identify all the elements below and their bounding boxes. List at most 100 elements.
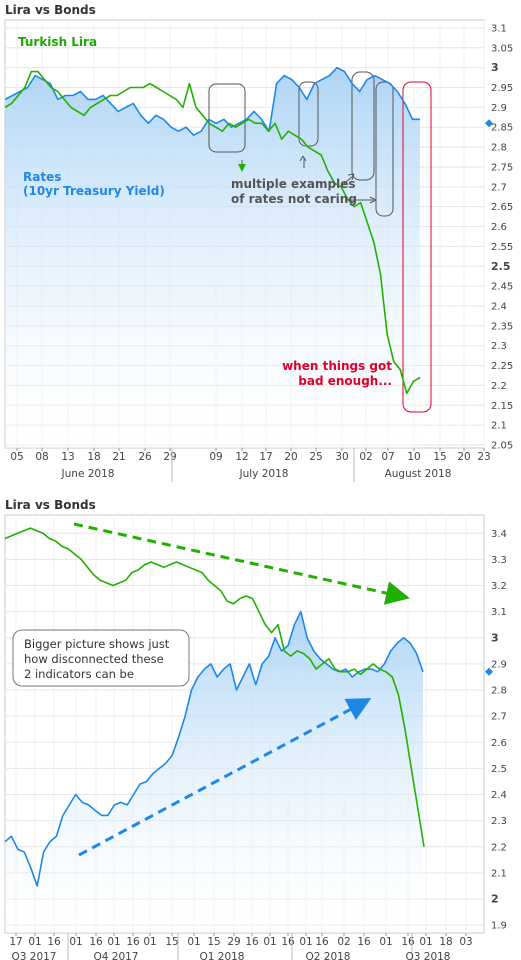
chart-1-rates-area [5,67,420,448]
x-tick-label: 15 [165,936,178,948]
y-tick-label: 2.6 [491,222,507,233]
y-tick-label: 2.2 [491,842,507,853]
x-tick-label: 18 [439,936,452,948]
chart-1-rates-line [4,66,420,136]
chart-2-lira-line [4,527,425,847]
chart-1-current-value-marker [485,119,493,128]
y-tick-label: 2.9 [491,103,507,114]
x-tick-label: 15 [207,936,220,948]
x-tick-label: 01 [379,936,392,948]
chart-2-title: Lira vs Bonds [5,498,96,512]
y-tick-label: 3.1 [491,607,507,618]
x-tick-label: 05 [10,451,23,463]
x-tick-label: 02 [337,936,350,948]
x-tick-label: 30 [335,451,348,463]
chart-2-rates-area [5,611,423,933]
lira-legend-label: Turkish Lira [18,35,97,49]
highlight-box-1 [208,83,246,153]
annotation-bad-enough-line1: when things got [282,359,392,373]
chart-1-x-axis: 05 08 13 18 21 26 29 09 12 17 20 25 30 02 07 10 15 20 23 Ju… [10,448,491,482]
x-group-label: Q3 2017 [11,951,56,960]
x-tick-label: 12 [235,451,248,463]
y-tick-label: 3.1 [491,23,507,34]
x-tick-label: 16 [281,936,295,948]
y-tick-label: 3 [491,61,499,74]
y-tick-label: 2 [491,893,499,906]
chart-1-title: Lira vs Bonds [5,3,96,17]
y-tick-label: 2.05 [491,441,513,452]
y-tick-label: 3.3 [491,555,507,566]
x-group-label: August 2018 [385,468,452,480]
y-tick-label: 2.45 [491,282,513,293]
y-tick-label: 3.05 [491,43,513,54]
x-tick-label: 18 [87,451,100,463]
y-tick-label: 2.8 [491,143,507,154]
y-tick-label: 2.55 [491,242,513,253]
x-tick-label: 29 [163,451,176,463]
x-tick-label: 01 [263,936,276,948]
chart-1-lira-line [4,70,421,395]
y-tick-label: 2.4 [491,301,507,312]
x-tick-label: 20 [284,451,297,463]
x-tick-label: 16 [315,936,329,948]
x-tick-label: 16 [126,936,140,948]
x-tick-label: 01 [69,936,82,948]
x-tick-label: 16 [245,936,259,948]
y-tick-label: 2.7 [491,182,507,193]
x-tick-label: 01 [299,936,312,948]
y-tick-label: 2.4 [491,790,507,801]
chart-2: Lira vs Bonds 3.4 3.3 3.2 3.1 3 2.9 2.8 2.7 2.6 2… [4,498,507,960]
chart-2-rates-line [4,610,424,887]
x-tick-label: 29 [227,936,240,948]
x-group-label: Q1 2018 [199,951,244,960]
y-tick-label: 1.9 [491,921,507,932]
annotation-examples-line1: multiple examples [231,177,356,191]
x-tick-label: 09 [209,451,222,463]
x-tick-label: 01 [28,936,41,948]
x-tick-label: 17 [259,451,272,463]
highlight-box-4 [375,81,394,217]
x-tick-label: 07 [381,451,394,463]
y-tick-label: 2.5 [491,260,511,273]
chart-2-x-axis: 17 01 16 01 16 01 16 01 15 01 15 29 16 01 16 01 16 02 16 01… [9,933,473,960]
y-tick-label: 2.95 [491,83,513,94]
x-group-label: July 2018 [239,468,289,480]
x-tick-label: 23 [477,451,490,463]
x-tick-label: 16 [47,936,61,948]
rates-legend-label: Rates [23,170,61,184]
highlight-box-2 [298,81,319,147]
lira-trend-arrow [73,522,410,605]
highlight-box-3 [351,71,375,181]
x-tick-label: 16 [89,936,103,948]
x-tick-label: 20 [457,451,470,463]
chart-2-current-value-marker [485,667,493,676]
callout-box [12,629,190,687]
y-tick-label: 2.6 [491,738,507,749]
callout-line2: how disconnected these [24,652,164,666]
y-tick-label: 2.85 [491,123,513,134]
y-tick-label: 3 [491,631,499,644]
annotation-pointers [238,155,377,204]
x-tick-label: 26 [138,451,152,463]
annotation-bad-enough-line2: bad enough... [298,374,392,388]
chart-1: Lira vs Bonds 3.1 3.05 3 2.95 2.9 2.85 2.8 2.75… [4,3,513,482]
x-tick-label: 01 [419,936,432,948]
x-tick-label: 21 [112,451,125,463]
callout-line1: Bigger picture shows just [24,637,170,651]
rates-legend-sublabel: (10yr Treasury Yield) [23,184,165,198]
y-tick-label: 2.3 [491,816,507,827]
chart-1-y-axis: 3.1 3.05 3 2.95 2.9 2.85 2.8 2.75 2.7 2.65 2.6 2.55… [491,23,513,451]
x-tick-label: 10 [407,451,420,463]
x-tick-label: 25 [309,451,322,463]
x-tick-label: 02 [359,451,372,463]
y-tick-label: 3.4 [491,529,507,540]
y-tick-label: 2.75 [491,162,513,173]
y-tick-label: 2.8 [491,686,507,697]
callout-line3: 2 indicators can be [24,667,134,681]
rates-trend-arrow [78,698,372,857]
y-tick-label: 2.15 [491,401,513,412]
x-tick-label: 17 [9,936,22,948]
x-group-label: Q3 2018 [405,951,450,960]
x-tick-label: 01 [187,936,200,948]
